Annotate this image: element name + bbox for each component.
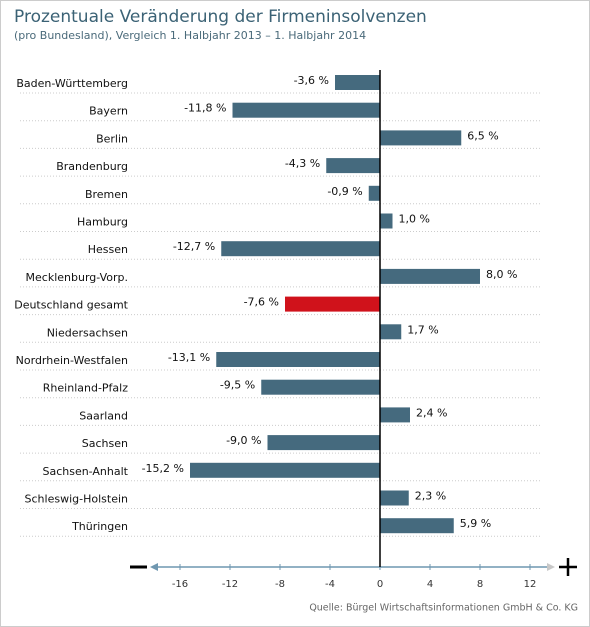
value-label: 6,5 %: [467, 129, 498, 142]
y-tick-label: Schleswig-Holstein: [25, 493, 128, 506]
y-tick-label: Hessen: [88, 243, 128, 256]
y-tick-label: Brandenburg: [56, 160, 128, 173]
bar: [380, 407, 410, 423]
label-bg: [182, 101, 229, 115]
axis-arrow: [547, 563, 555, 571]
label-bg: [325, 184, 365, 198]
value-label: -3,6 %: [294, 74, 329, 87]
bar: [380, 213, 393, 229]
bar: [326, 158, 380, 174]
x-tick-label: 8: [477, 579, 483, 590]
bar: [380, 130, 462, 146]
x-tick-label: -12: [222, 579, 238, 590]
value-label: -12,7 %: [173, 240, 215, 253]
x-tick-label: -4: [325, 579, 335, 590]
source: Quelle: Bürgel Wirtschaftsinformationen …: [309, 603, 578, 614]
bar: [368, 185, 380, 201]
bar: [380, 324, 402, 340]
y-tick-label: Saarland: [79, 409, 128, 422]
bar: [285, 296, 380, 312]
y-tick-label: Nordrhein-Westfalen: [16, 354, 128, 367]
value-label: 5,9 %: [460, 517, 491, 530]
y-tick-label: Sachsen: [82, 437, 128, 450]
bar: [380, 268, 480, 284]
y-tick-label: Rheinland-Pfalz: [43, 382, 128, 395]
value-label: 2,3 %: [415, 490, 446, 503]
y-tick-label: Bremen: [85, 188, 128, 201]
label-bg: [217, 378, 258, 392]
x-tick-label: 0: [377, 579, 383, 590]
y-tick-label: Bayern: [89, 105, 128, 118]
y-tick-label: Thüringen: [71, 520, 128, 533]
x-tick-label: -16: [172, 579, 188, 590]
label-bg: [224, 434, 264, 448]
y-tick-label: Hamburg: [77, 216, 128, 229]
bar: [190, 462, 380, 478]
axis-arrow: [150, 563, 158, 571]
x-tick-label: 12: [524, 579, 537, 590]
value-label: 1,0 %: [399, 213, 430, 226]
bar: [261, 379, 380, 395]
value-label: 8,0 %: [486, 268, 517, 281]
label-bg: [139, 461, 186, 475]
label-bg: [170, 240, 218, 254]
value-label: -9,0 %: [226, 434, 261, 447]
value-label: 1,7 %: [407, 323, 438, 336]
value-label: -4,3 %: [285, 157, 320, 170]
y-tick-label: Berlin: [96, 132, 128, 145]
value-label: -15,2 %: [142, 462, 184, 475]
value-label: -7,6 %: [244, 296, 279, 309]
y-tick-label: Deutschland gesamt: [14, 299, 128, 312]
bar: [216, 352, 380, 367]
bar: [335, 75, 380, 90]
bar: [380, 490, 409, 506]
chart-subtitle: (pro Bundesland), Vergleich 1. Halbjahr …: [14, 29, 366, 42]
label-bg: [282, 157, 323, 171]
bar: [221, 241, 380, 257]
bar: [232, 102, 380, 118]
value-label: -13,1 %: [168, 351, 210, 364]
plus-sign: [559, 558, 577, 576]
y-tick-label: Niedersachsen: [47, 326, 128, 339]
bar: [380, 518, 454, 534]
label-bg: [165, 351, 213, 364]
value-label: -0,9 %: [327, 185, 362, 198]
y-tick-label: Baden-Württemberg: [16, 77, 128, 90]
value-label: 2,4 %: [416, 406, 447, 419]
chart-title: Prozentuale Veränderung der Firmeninsolv…: [14, 7, 427, 27]
label-bg: [241, 295, 281, 309]
value-label: -9,5 %: [220, 379, 255, 392]
bar: [267, 435, 380, 451]
label-bg: [291, 74, 331, 87]
value-label: -11,8 %: [184, 102, 226, 115]
y-tick-label: Sachsen-Anhalt: [42, 465, 128, 478]
y-tick-label: Mecklenburg-Vorp.: [26, 271, 128, 284]
x-tick-label: -8: [275, 579, 285, 590]
x-tick-label: 4: [427, 579, 433, 590]
